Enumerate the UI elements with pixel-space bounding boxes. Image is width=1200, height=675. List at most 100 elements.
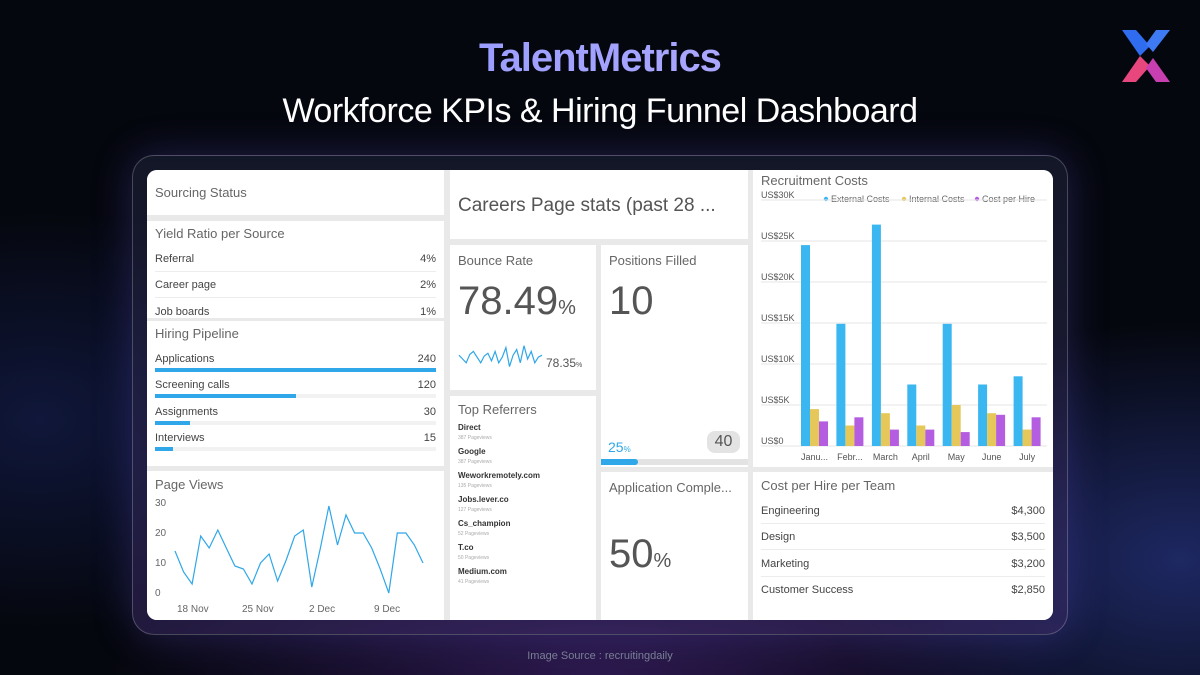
bar-internal-costs[interactable] [880, 413, 890, 446]
positions-filled-title: Positions Filled [609, 253, 697, 268]
team-name: Engineering [761, 505, 820, 517]
application-completion-card[interactable]: Application Comple... 50% [601, 472, 748, 620]
positions-percent: 25% [608, 439, 631, 455]
x-tick-label: May [948, 452, 966, 462]
x-tick-label: July [1019, 452, 1036, 462]
bar-cost-per-hire[interactable] [996, 414, 1006, 446]
referrer-name: Cs_champion [458, 519, 511, 528]
yield-row-label: Referral [155, 253, 195, 265]
pipeline-row-value: 120 [417, 379, 436, 391]
top-referrers-title: Top Referrers [458, 402, 537, 417]
team-name: Customer Success [761, 584, 854, 596]
x-logo-icon [1122, 30, 1170, 82]
yield-row: Referral 4% [155, 253, 436, 265]
team-name: Design [761, 531, 796, 543]
y-tick-label: US$25K [761, 231, 795, 241]
bar-cost-per-hire[interactable] [1031, 417, 1041, 446]
referrer-name: Weworkremotely.com [458, 471, 540, 480]
row-divider [155, 271, 436, 272]
team-cost: $2,850 [1011, 584, 1045, 596]
page-views-title: Page Views [155, 477, 224, 492]
row-divider [761, 549, 1045, 550]
y-tick-label: US$5K [761, 395, 790, 405]
team-cost-row: Marketing $3,200 [761, 558, 1045, 570]
page-views-card[interactable]: Page Views 30 20 10 0 18 Nov 25 Nov 2 De… [147, 471, 444, 620]
bar-external-costs[interactable] [907, 384, 917, 447]
bounce-rate-unit: % [558, 297, 576, 319]
positions-percent-unit: % [623, 445, 631, 454]
team-cost-row: Customer Success $2,850 [761, 584, 1045, 596]
bar-cost-per-hire[interactable] [960, 432, 970, 446]
positions-filled-card[interactable]: Positions Filled 10 25% 40 [601, 245, 748, 467]
cost-per-team-card[interactable]: Cost per Hire per Team Engineering $4,30… [753, 472, 1053, 620]
team-cost: $3,500 [1011, 531, 1045, 543]
positions-percent-number: 25 [608, 439, 624, 455]
bar-internal-costs[interactable] [916, 425, 926, 447]
x-tick-label: Janu... [801, 452, 828, 462]
legend-cph-swatch [974, 196, 980, 202]
pv-y-tick: 10 [155, 558, 167, 569]
team-cost-row: Design $3,500 [761, 531, 1045, 543]
y-tick-label: US$10K [761, 354, 795, 364]
bar-cost-per-hire[interactable] [854, 417, 864, 446]
bar-cost-per-hire[interactable] [819, 421, 828, 446]
pipeline-row-label: Screening calls [155, 379, 230, 391]
bounce-rate-number: 78.49 [458, 279, 559, 323]
brand-title: TalentMetrics [0, 36, 1200, 81]
application-completion-title: Application Comple... [609, 480, 732, 495]
legend-external-label: External Costs [831, 194, 890, 204]
bounce-rate-value: 78.49% [458, 279, 576, 324]
legend-internal-swatch [901, 196, 907, 202]
bar-external-costs[interactable] [836, 323, 846, 446]
positions-progress-fill [601, 459, 638, 465]
pv-x-tick: 2 Dec [309, 604, 335, 615]
bounce-rate-card[interactable]: Bounce Rate 78.49% 78.35% [450, 245, 596, 390]
bar-internal-costs[interactable] [987, 413, 997, 446]
yield-ratio-card[interactable]: Yield Ratio per Source Referral 4% Caree… [147, 221, 444, 318]
x-tick-label: March [873, 452, 898, 462]
image-source-credit: Image Source : recruitingdaily [527, 650, 673, 662]
referrer-pageviews: 50 Pageviews [458, 555, 490, 561]
y-tick-label: US$0 [761, 436, 784, 446]
pipeline-row: Assignments 30 [155, 406, 436, 418]
pipeline-row-value: 30 [423, 406, 436, 418]
bar-cost-per-hire[interactable] [889, 429, 899, 446]
yield-row-value: 1% [420, 306, 436, 318]
bar-internal-costs[interactable] [951, 405, 961, 446]
bar-external-costs[interactable] [801, 245, 810, 446]
yield-row-value: 4% [420, 253, 436, 265]
bar-external-costs[interactable] [942, 323, 952, 446]
yield-row: Career page 2% [155, 279, 436, 291]
sourcing-status-card[interactable]: Sourcing Status [147, 170, 444, 215]
pv-y-tick: 20 [155, 528, 167, 539]
chart-x-axis: Janu... Febr... March April May June July [801, 452, 1036, 462]
recruitment-costs-chart: Recruitment Costs External Costs Interna… [761, 173, 1047, 462]
bar-internal-costs[interactable] [810, 409, 819, 446]
recruitment-costs-title: Recruitment Costs [761, 173, 868, 188]
page-subtitle: Workforce KPIs & Hiring Funnel Dashboard [282, 92, 918, 130]
bar-external-costs[interactable] [1013, 376, 1023, 446]
yield-ratio-title: Yield Ratio per Source [155, 226, 285, 241]
bounce-rate-sparkline [458, 345, 543, 367]
hiring-pipeline-card[interactable]: Hiring Pipeline Applications 240 Screeni… [147, 321, 444, 466]
page-views-line [174, 505, 424, 594]
sourcing-status-title: Sourcing Status [155, 185, 247, 200]
bar-cost-per-hire[interactable] [925, 429, 935, 446]
yield-row-label: Career page [155, 279, 217, 291]
bar-internal-costs[interactable] [1022, 429, 1032, 446]
row-divider [761, 576, 1045, 577]
yield-row-label: Job boards [155, 306, 210, 318]
team-name: Marketing [761, 558, 810, 570]
cost-per-team-title: Cost per Hire per Team [761, 478, 896, 493]
y-tick-label: US$20K [761, 272, 795, 282]
bar-external-costs[interactable] [871, 224, 881, 446]
team-cost-row: Engineering $4,300 [761, 505, 1045, 517]
pipeline-bar-fill [155, 394, 296, 398]
bar-internal-costs[interactable] [845, 425, 855, 447]
recruitment-costs-card[interactable]: Recruitment Costs External Costs Interna… [753, 170, 1053, 467]
page-views-chart: 30 20 10 0 18 Nov 25 Nov 2 Dec 9 Dec [155, 498, 424, 615]
bar-external-costs[interactable] [978, 384, 988, 447]
top-referrers-card[interactable]: Top Referrers Direct 387 Pageviews Googl… [450, 396, 596, 620]
careers-stats-card[interactable]: Careers Page stats (past 28 ... [450, 170, 748, 239]
pipeline-row: Applications 240 [155, 353, 436, 365]
